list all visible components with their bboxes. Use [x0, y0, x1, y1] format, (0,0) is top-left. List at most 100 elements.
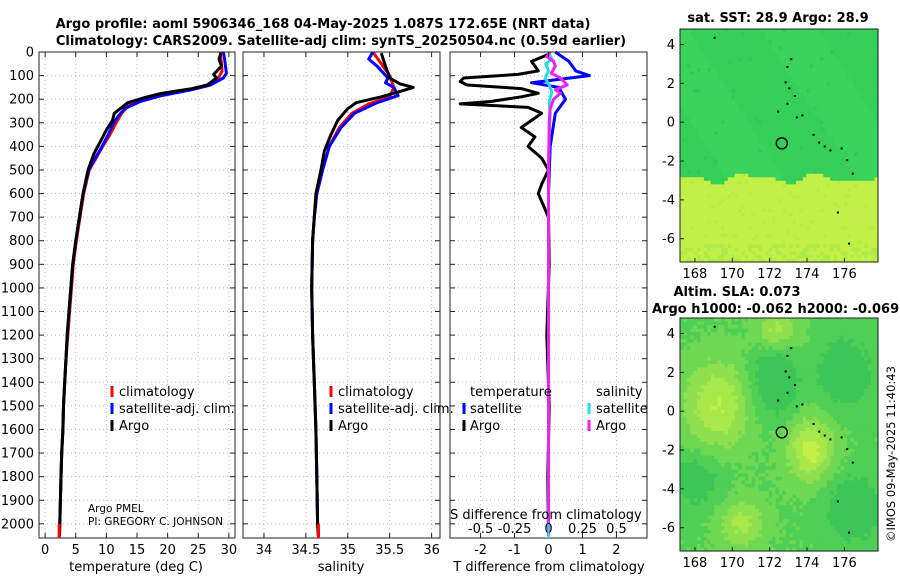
map-cell	[816, 156, 821, 161]
map-cell	[751, 99, 756, 104]
map-cell	[802, 67, 807, 72]
map-cell	[690, 131, 695, 136]
map-cell	[823, 81, 828, 87]
map-cell	[710, 247, 715, 253]
map-cell	[707, 212, 712, 217]
map-cell	[768, 321, 773, 326]
map-cell	[826, 60, 831, 65]
map-x-tick-label: 172	[757, 267, 782, 282]
map-cell	[775, 342, 780, 347]
map-cell	[697, 36, 702, 41]
map-cell	[751, 356, 756, 361]
map-cell	[847, 64, 852, 69]
map-cell	[680, 321, 685, 326]
map-cell	[802, 187, 807, 192]
map-cell	[871, 163, 876, 168]
map-cell	[748, 180, 753, 185]
map-cell	[768, 251, 773, 256]
map-cell	[765, 113, 770, 118]
map-cell	[765, 50, 770, 55]
map-cell	[700, 103, 705, 108]
map-cell	[782, 50, 787, 55]
map-cell	[707, 74, 712, 80]
map-cell	[809, 50, 814, 55]
map-cell	[871, 247, 876, 253]
map-cell	[792, 342, 797, 347]
map-cell	[826, 339, 831, 344]
map-cell	[785, 149, 790, 154]
map-cell	[768, 360, 773, 365]
map-cell	[734, 240, 739, 245]
map-cell	[714, 50, 719, 55]
map-cell	[843, 110, 848, 115]
map-cell	[772, 230, 777, 235]
map-cell	[796, 325, 801, 330]
map-cell	[874, 173, 879, 178]
map-cell	[809, 53, 814, 58]
map-cell	[775, 152, 780, 157]
map-cell	[854, 223, 859, 228]
map-cell	[874, 43, 879, 48]
map-cell	[871, 173, 876, 178]
map-cell	[799, 50, 804, 55]
map-cell	[686, 159, 691, 164]
map-cell	[738, 85, 743, 90]
map-cell	[751, 360, 756, 365]
map-cell	[843, 71, 848, 76]
map-cell	[714, 226, 719, 231]
map-cell	[826, 191, 831, 196]
map-cell	[680, 223, 685, 228]
map-cell	[864, 339, 869, 344]
map-cell	[761, 64, 766, 69]
map-cell	[833, 325, 838, 330]
map-cell	[741, 120, 746, 125]
map-cell	[703, 356, 708, 361]
map-cell	[731, 138, 736, 143]
map-cell	[792, 29, 797, 34]
map-cell	[775, 194, 780, 200]
map-cell	[720, 356, 725, 361]
map-cell	[717, 32, 722, 37]
map-cell	[802, 170, 807, 175]
map-cell	[683, 106, 688, 111]
map-cell	[724, 360, 729, 365]
map-cell	[871, 254, 876, 260]
map-cell	[680, 237, 685, 242]
map-cell	[748, 205, 753, 210]
map-cell	[782, 159, 787, 164]
map-cell	[710, 106, 715, 111]
map-cell	[748, 177, 753, 182]
map-cell	[714, 149, 719, 154]
map-cell	[751, 50, 756, 55]
map-cell	[772, 173, 777, 178]
map-cell	[717, 321, 722, 326]
map-cell	[714, 342, 719, 347]
map-cell	[874, 71, 879, 76]
map-cell	[857, 46, 862, 51]
map-cell	[867, 212, 872, 217]
map-cell	[816, 46, 821, 51]
map-cell	[779, 198, 784, 203]
map-cell	[860, 332, 865, 337]
map-cell	[782, 134, 787, 140]
x-tick-label: 20	[159, 543, 176, 558]
map-cell	[690, 325, 695, 330]
map-cell	[823, 237, 828, 242]
map-cell	[738, 230, 743, 235]
map-cell	[714, 258, 719, 263]
map-cell	[819, 166, 824, 171]
map-cell	[703, 36, 708, 41]
map-cell	[710, 78, 715, 83]
map-cell	[768, 198, 773, 203]
map-cell	[686, 240, 691, 245]
map-cell	[779, 50, 784, 55]
map-cell	[789, 230, 794, 235]
map-cell	[703, 325, 708, 330]
map-cell	[782, 81, 787, 87]
map-cell	[765, 170, 770, 175]
map-cell	[785, 124, 790, 129]
map-cell	[847, 159, 852, 164]
map-cell	[860, 67, 865, 72]
map-cell	[819, 349, 824, 354]
